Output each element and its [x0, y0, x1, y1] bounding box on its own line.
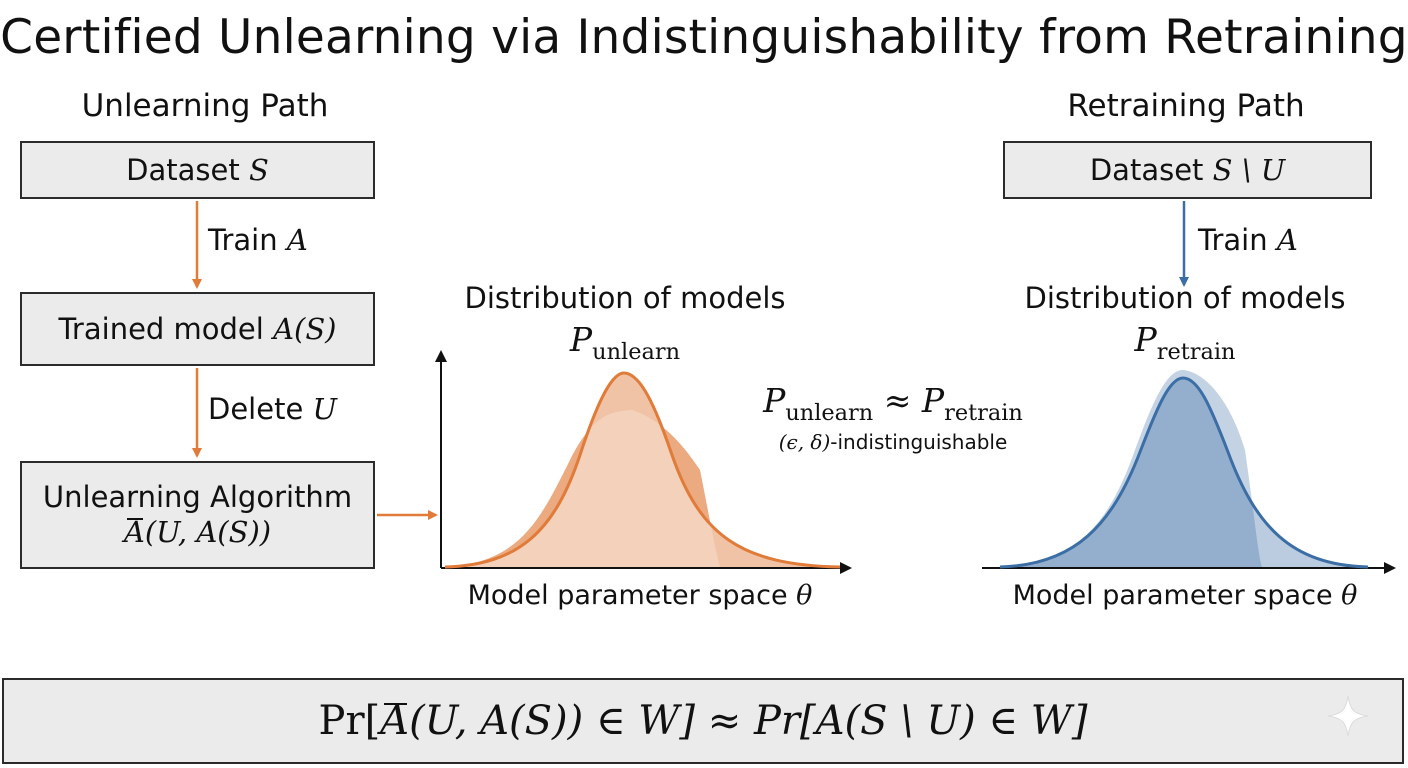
sparkle-icon: [1327, 695, 1369, 737]
formula-left-pr: Pr[: [318, 698, 381, 744]
dataset-s-minus-u-symbol: S \ U: [1212, 152, 1286, 187]
unlearn-dist-title: Distribution of models: [464, 281, 786, 315]
formula-bar-symbol: A: [380, 698, 410, 744]
dataset-s-symbol: S: [248, 152, 269, 187]
delete-step-label: Delete U: [208, 392, 337, 426]
algorithm-bar-symbol: A: [123, 515, 145, 549]
indistinguishable-note: (ϵ, δ)-indistinguishable: [778, 430, 1008, 454]
unlearning-algorithm-text: Unlearning Algorithm: [42, 480, 353, 515]
dataset-s-minus-u-text: Dataset: [1089, 152, 1204, 187]
p-unlearn-label: Punlearn: [569, 320, 681, 365]
unlearning-algorithm-box: Unlearning Algorithm A(U, A(S)): [20, 461, 375, 569]
retrain-step-label: Train A: [1198, 223, 1298, 257]
dataset-s-box: Dataset S: [20, 141, 375, 199]
trained-model-box: Trained model A(S): [20, 292, 375, 366]
unlearn-curve: [444, 371, 841, 569]
algorithm-args: (U, A(S)): [144, 515, 272, 549]
retrain-curve: [999, 376, 1369, 569]
train-step-label: Train A: [208, 223, 308, 257]
diagram-title: Certified Unlearning via Indistinguishab…: [0, 10, 1408, 65]
trained-model-text: Trained model: [58, 311, 264, 346]
unlearning-path-label: Unlearning Path: [81, 88, 329, 124]
retrain-axis-label: Model parameter space θ: [1012, 580, 1358, 611]
p-retrain-label: Pretrain: [1134, 320, 1236, 365]
unlearn-shaded-distribution: [445, 410, 720, 567]
unlearn-axis-label: Model parameter space θ: [467, 580, 813, 611]
retraining-path-label: Retraining Path: [1067, 88, 1305, 124]
trained-model-symbol: A(S): [273, 311, 337, 346]
formula-left-rest: (U, A(S)) ∈ W]: [409, 698, 695, 744]
formula-approx: ≈: [707, 698, 742, 744]
dataset-s-text: Dataset: [126, 152, 240, 187]
formula-box: Pr[A (U, A(S)) ∈ W] ≈ Pr[A(S \ U) ∈ W]: [2, 678, 1404, 764]
dataset-s-minus-u-box: Dataset S \ U: [1003, 141, 1372, 199]
retrain-shaded-distribution: [1000, 370, 1262, 567]
p-approx-relation: Punlearn ≈ Pretrain: [763, 381, 1023, 426]
unlearn-fill: [445, 373, 840, 567]
retrain-fill: [1000, 378, 1368, 567]
formula-right: Pr[A(S \ U) ∈ W]: [753, 698, 1088, 744]
